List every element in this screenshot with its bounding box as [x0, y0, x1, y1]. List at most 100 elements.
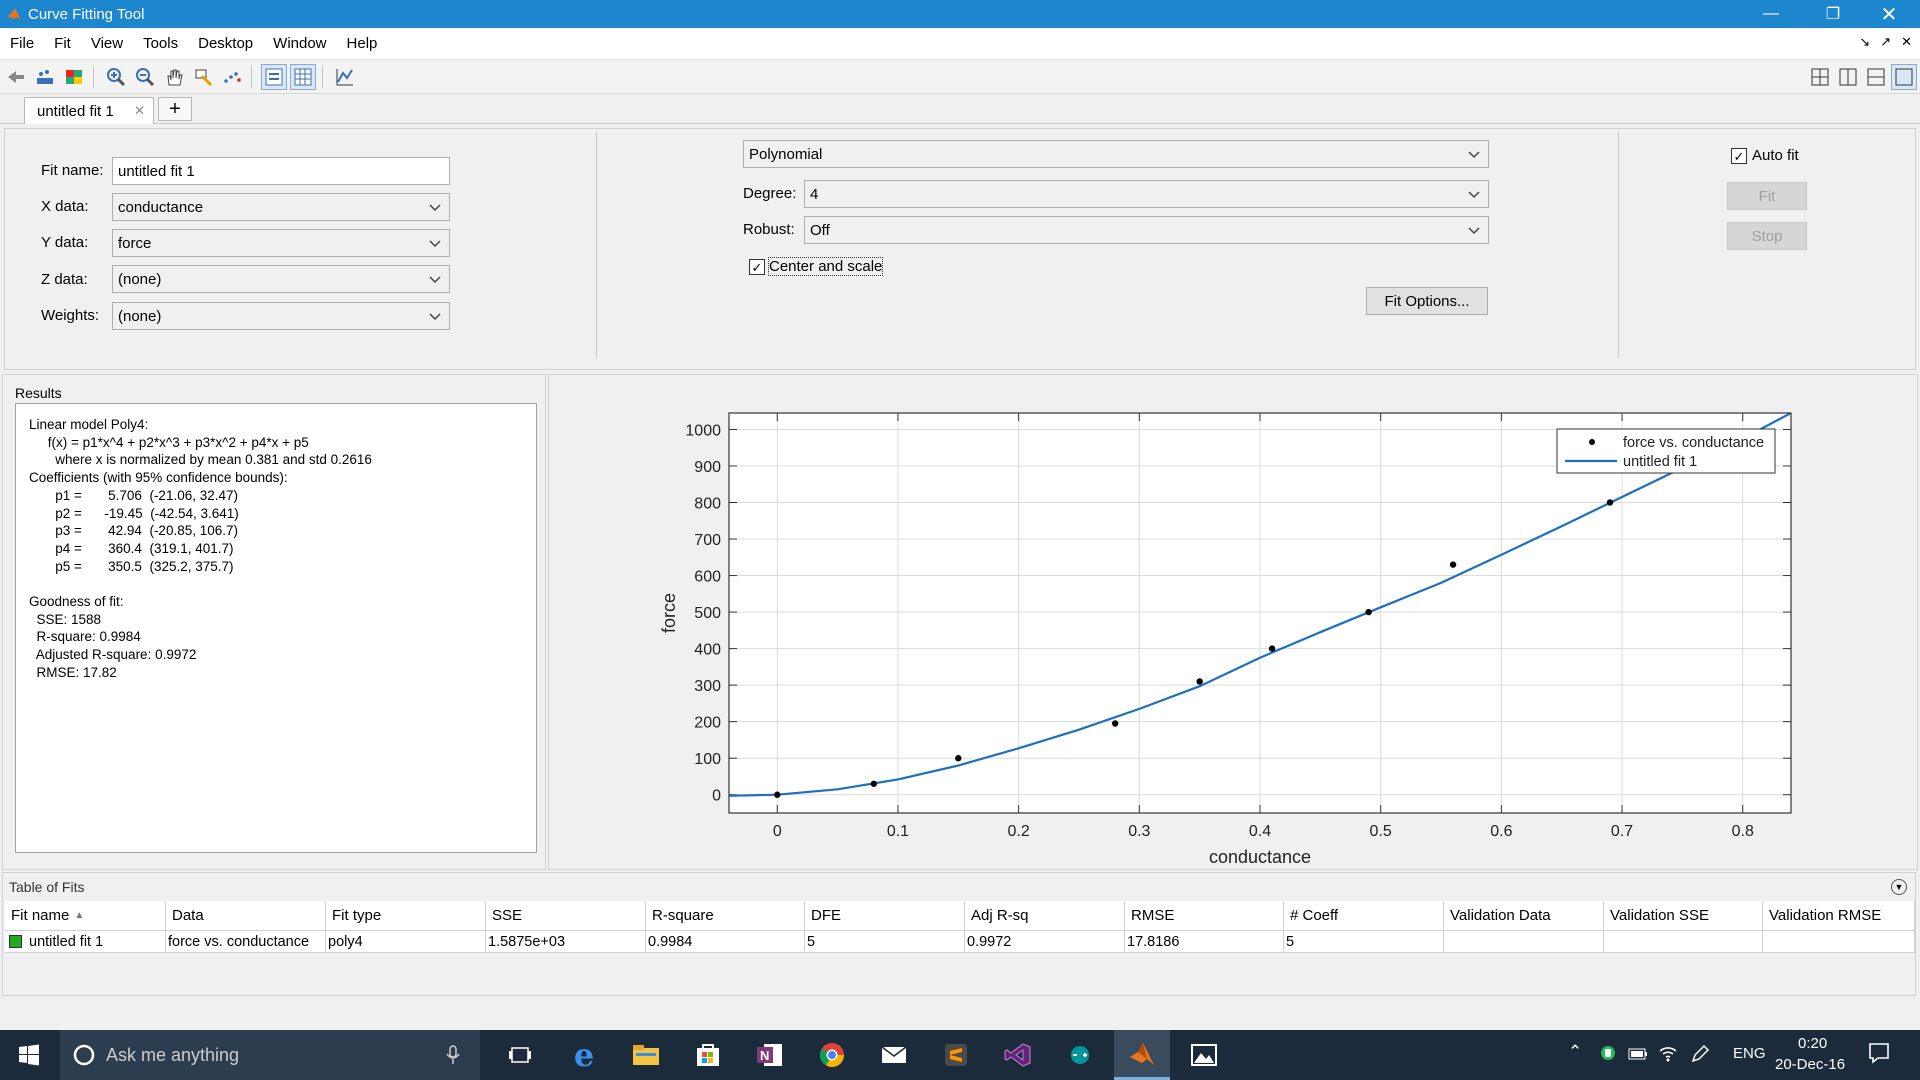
fit-name-input[interactable]: untitled fit 1	[112, 157, 450, 185]
wifi-icon[interactable]	[1658, 1044, 1678, 1066]
zoom-out-icon[interactable]	[132, 64, 158, 90]
column-header-fit-name[interactable]: Fit name ▲	[5, 901, 166, 931]
show-hidden-icons-icon[interactable]: ⌃	[1568, 1042, 1583, 1061]
z-data-select[interactable]: (none)	[112, 265, 450, 293]
center-scale-checkbox[interactable]: ✓	[749, 259, 765, 275]
close-button[interactable]: ✕	[1880, 3, 1898, 26]
task-view-icon[interactable]	[492, 1030, 548, 1080]
table-cell[interactable]: 1.5875e+03	[486, 931, 646, 953]
language-indicator[interactable]: ENG	[1733, 1045, 1766, 1062]
app-tray-icon[interactable]	[1600, 1045, 1616, 1065]
data-icon[interactable]	[32, 64, 58, 90]
collapse-icon[interactable]: ▼	[1891, 879, 1907, 895]
clock-time[interactable]: 0:20	[1798, 1035, 1828, 1052]
tab-untitled-fit-1[interactable]: untitled fit 1 ✕	[24, 97, 154, 124]
menu-file[interactable]: File	[10, 35, 35, 52]
x-data-select[interactable]: conductance	[112, 193, 450, 221]
menu-window[interactable]: Window	[273, 35, 327, 52]
layout-columns-icon[interactable]	[1835, 64, 1861, 90]
fit-type-select[interactable]: Polynomial	[743, 140, 1489, 168]
column-header-validation-rmse[interactable]: Validation RMSE	[1763, 901, 1915, 931]
battery-icon[interactable]	[1628, 1047, 1648, 1064]
table-row[interactable]: untitled fit 1	[5, 931, 166, 953]
back-arrow-icon[interactable]	[3, 64, 29, 90]
layout-single-icon[interactable]	[1891, 63, 1917, 90]
table-cell[interactable]	[1444, 931, 1604, 953]
microphone-icon[interactable]	[446, 1045, 460, 1065]
fit-plot[interactable]: 0 0.1 0.2 0.3 0.4 0.5 0.6 0.7 0.8 0 100 200 300 400 50…	[549, 375, 1917, 869]
legend[interactable]	[1556, 428, 1776, 474]
y-data-select[interactable]: force	[112, 229, 450, 257]
add-tab-button[interactable]: +	[158, 97, 192, 121]
menu-fit[interactable]: Fit	[54, 35, 71, 52]
column-header-data[interactable]: Data	[166, 901, 326, 931]
matlab-taskbar-icon[interactable]	[1114, 1030, 1170, 1080]
file-explorer-icon[interactable]	[618, 1030, 674, 1080]
table-cell[interactable]: 5	[1284, 931, 1444, 953]
undock-icon[interactable]: ↗	[1880, 34, 1892, 49]
zoom-in-icon[interactable]	[103, 64, 129, 90]
edge-browser-icon[interactable]: e	[573, 1036, 595, 1074]
fit-options-button[interactable]: Fit Options...	[1366, 287, 1488, 315]
pen-icon[interactable]	[1690, 1044, 1710, 1068]
x-tick-label: 0.6	[1490, 823, 1512, 840]
exclude-outliers-icon[interactable]	[219, 64, 245, 90]
action-center-icon[interactable]	[1868, 1042, 1890, 1068]
visual-studio-icon[interactable]	[990, 1030, 1046, 1080]
column-header-sse[interactable]: SSE	[486, 901, 646, 931]
pan-hand-icon[interactable]	[161, 64, 187, 90]
onenote-icon[interactable]: N	[742, 1030, 798, 1080]
legend-toggle-icon[interactable]	[261, 63, 287, 90]
menu-desktop[interactable]: Desktop	[198, 35, 254, 52]
minimize-button[interactable]: —	[1763, 5, 1779, 22]
layout-rows-icon[interactable]	[1863, 64, 1889, 90]
table-cell[interactable]	[1763, 931, 1915, 953]
table-cell[interactable]: 0.9984	[646, 931, 805, 953]
auto-fit-checkbox[interactable]: ✓	[1731, 148, 1747, 164]
clock-date[interactable]: 20-Dec-16	[1775, 1056, 1846, 1073]
toolbar-separator	[93, 65, 94, 88]
data-cursor-icon[interactable]	[190, 64, 216, 90]
store-icon[interactable]	[680, 1030, 736, 1080]
mail-icon[interactable]	[866, 1030, 922, 1080]
table-cell[interactable]: 0.9972	[965, 931, 1125, 953]
table-cell[interactable]: 5	[805, 931, 965, 953]
restore-button[interactable]: ❐	[1825, 6, 1841, 23]
stop-button[interactable]: Stop	[1727, 222, 1807, 250]
plot-fit-icon[interactable]	[332, 64, 358, 90]
table-cell[interactable]	[1604, 931, 1763, 953]
column-header-fit-type[interactable]: Fit type	[326, 901, 486, 931]
robust-select[interactable]: Off	[804, 216, 1489, 244]
chevron-down-icon	[1468, 151, 1480, 159]
arduino-icon[interactable]	[1052, 1030, 1108, 1080]
column-header-rmse[interactable]: RMSE	[1125, 901, 1284, 931]
degree-select[interactable]: 4	[804, 180, 1489, 208]
column-header-dfe[interactable]: DFE	[805, 901, 965, 931]
colormap-icon[interactable]	[61, 64, 87, 90]
photos-icon[interactable]	[1176, 1030, 1232, 1080]
windows-start-icon[interactable]	[0, 1030, 58, 1080]
search-box[interactable]: Ask me anything	[60, 1030, 480, 1080]
auto-fit-label[interactable]: Auto fit	[1752, 147, 1799, 164]
column-header-validation-data[interactable]: Validation Data	[1444, 901, 1604, 931]
column-header-validation-sse[interactable]: Validation SSE	[1604, 901, 1763, 931]
center-scale-label[interactable]: Center and scale	[767, 257, 884, 276]
layout-grid-icon[interactable]	[1807, 64, 1833, 90]
chrome-icon[interactable]	[804, 1030, 860, 1080]
sublime-text-icon[interactable]	[928, 1030, 984, 1080]
column-header-adj-r-sq[interactable]: Adj R-sq	[965, 901, 1125, 931]
column-header-r-square[interactable]: R-square	[646, 901, 805, 931]
table-cell[interactable]: poly4	[326, 931, 486, 953]
close-tab-icon[interactable]: ✕	[134, 103, 145, 118]
menu-help[interactable]: Help	[346, 35, 378, 52]
fit-button[interactable]: Fit	[1727, 182, 1807, 210]
grid-toggle-icon[interactable]	[290, 63, 316, 90]
dock-icon[interactable]: ↘	[1859, 34, 1871, 49]
table-cell[interactable]: 17.8186	[1125, 931, 1284, 953]
weights-select[interactable]: (none)	[112, 302, 450, 330]
menu-tools[interactable]: Tools	[143, 35, 179, 52]
column-header-num-coeff[interactable]: # Coeff	[1284, 901, 1444, 931]
close-figure-icon[interactable]: ✕	[1901, 34, 1912, 49]
menu-view[interactable]: View	[90, 35, 124, 52]
table-cell[interactable]: force vs. conductance	[166, 931, 326, 953]
